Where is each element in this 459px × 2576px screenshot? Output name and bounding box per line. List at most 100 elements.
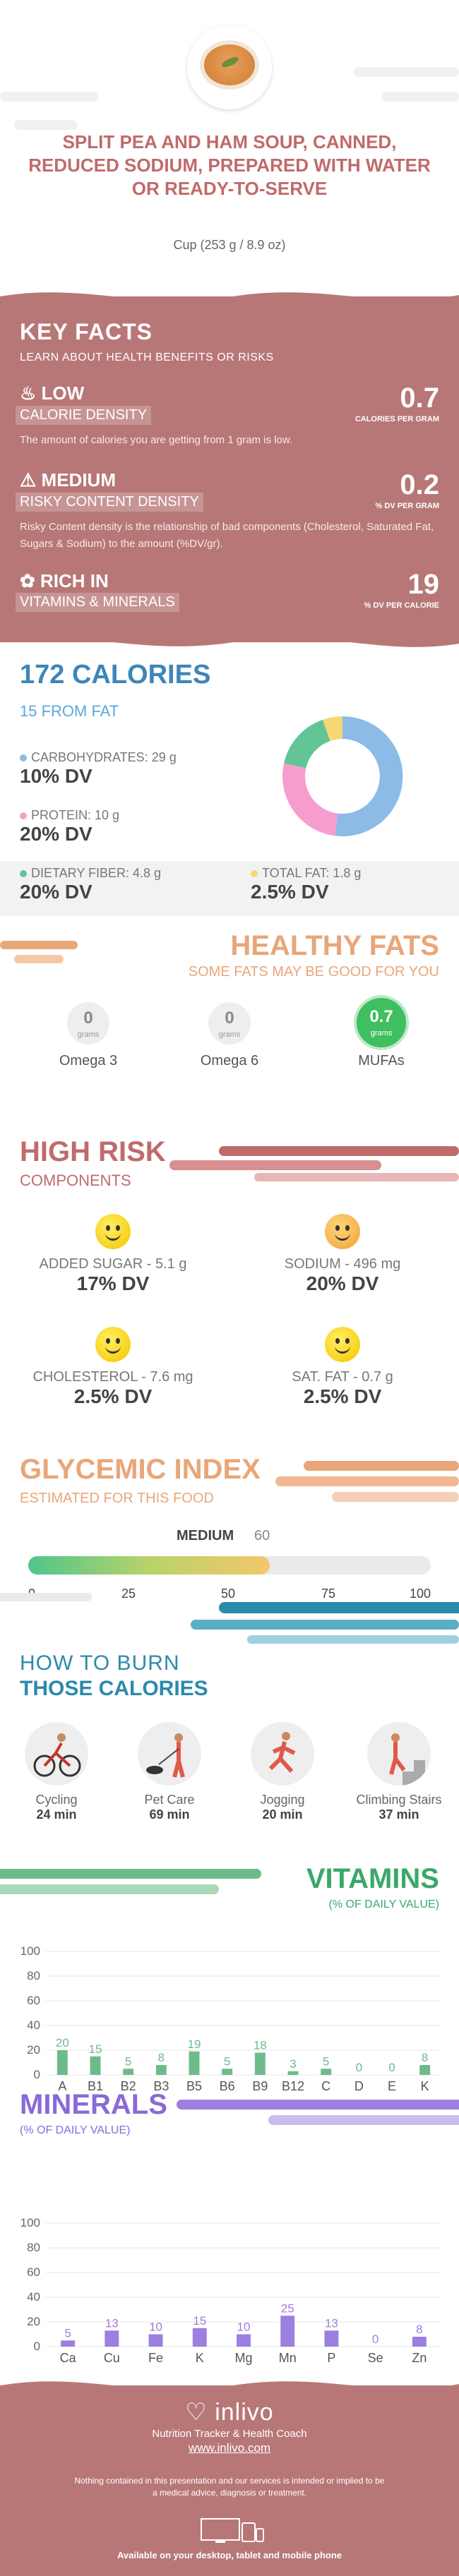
cholesterol-name: CHOLESTEROL - 7.6 mg [32,1369,193,1385]
smiley-icon [325,1327,360,1362]
calorie-density-unit: CALORIES PER GRAM [354,415,439,423]
protein-dv: 20% DV [20,823,93,845]
bar-K [419,2065,431,2075]
activity-name: Climbing Stairs [356,1793,442,1807]
bar-A [56,2050,68,2075]
x-tick-label: Se [368,2351,383,2365]
donut-protein [282,763,338,836]
fiber-dot [20,870,27,877]
glycemic-title: GLYCEMIC INDEX [20,1454,261,1485]
key-facts-section: KEY FACTS LEARN ABOUT HEALTH BENEFITS OR… [0,292,459,647]
minerals-subtitle: (% OF DAILY VALUE) [20,2124,131,2136]
calorie-density-label: CALORIE DENSITY [16,406,152,425]
activity-minutes: 69 min [149,1807,190,1822]
x-tick-label: K [421,2079,429,2093]
bar-value-label: 3 [290,2057,296,2071]
bar-value-label: 0 [356,2061,362,2074]
mufas-circle: 0.7 grams [354,995,409,1050]
x-tick-label: B2 [121,2079,136,2093]
bar-value-label: 19 [188,2038,201,2051]
y-tick-label: 60 [27,1994,40,2007]
website-link[interactable]: www.inlivo.com [188,2441,271,2455]
bar-B9 [254,2052,266,2075]
omega3-circle: 0 grams [67,1002,109,1045]
donut-fiber [284,719,330,769]
burn-title-2: THOSE CALORIES [20,1677,208,1700]
sodium-item: SODIUM - 496 mg 20% DV [237,1214,448,1295]
minerals-bar-chart: 0 20 40 60 80 100 5 Ca 13 Cu 10 Fe 15 K 10 Mg 25 Mn 13 P 0 Se… [20,2216,441,2365]
bar-value-label: 13 [325,2316,338,2330]
food-title: SPLIT PEA AND HAM SOUP, CANNED, REDUCED … [28,131,431,199]
glycemic-value: 60 [254,1528,270,1543]
bar-K [192,2328,207,2347]
vitamins-title: VITAMINS [306,1863,439,1894]
bar-value-label: 10 [149,2321,162,2334]
added-sugar-item: ADDED SUGAR - 5.1 g 17% DV [7,1214,219,1295]
header-section: SPLIT PEA AND HAM SOUP, CANNED, REDUCED … [0,0,459,279]
y-tick-label: 80 [27,2241,40,2254]
omega6-label: Omega 6 [200,1053,259,1069]
rich-in-level: ✿ RICH IN [20,570,109,591]
header-decoration [0,67,459,130]
omega3-item: 0 grams Omega 3 [39,1002,138,1069]
added-sugar-name: ADDED SUGAR - 5.1 g [39,1256,187,1272]
glycemic-level: MEDIUM [177,1528,234,1543]
high-risk-title: HIGH RISK [20,1136,166,1167]
calorie-density-level: ♨ LOW [20,383,85,404]
carbs-dv: 10% DV [20,765,93,787]
risky-density-value: 0.2 [400,469,439,500]
bar-value-label: 15 [89,2042,102,2056]
protein-item: PROTEIN: 10 g 20% DV [20,808,120,845]
gi-tick-25: 25 [121,1587,136,1601]
cycling-icon [25,1722,88,1786]
stairs-icon [367,1722,431,1786]
wave-divider [0,292,459,311]
x-tick-label: B12 [282,2079,304,2093]
bar-value-label: 8 [422,2051,428,2064]
omega3-label: Omega 3 [59,1053,118,1069]
bar-value-label: 15 [193,2314,206,2328]
minerals-title: MINERALS [20,2089,167,2120]
high-risk-subtitle: COMPONENTS [20,1172,131,1189]
x-tick-label: Cu [104,2351,120,2365]
burn-title-1: HOW TO BURN [20,1651,180,1675]
y-tick-label: 20 [27,2315,40,2328]
cholesterol-dv: 2.5% DV [73,1385,153,1407]
bar-Cu [105,2330,119,2347]
bar-B6 [222,2069,233,2075]
x-tick-label: B1 [88,2079,103,2093]
bar-Mg [237,2334,251,2347]
gi-tick-75: 75 [321,1587,336,1601]
warning-icon: ⚠ [20,469,37,490]
calories-from-fat: 15 FROM FAT [20,702,119,720]
bar-value-label: 0 [388,2061,395,2074]
jogging-icon [251,1722,314,1786]
calorie-density-desc: The amount of calories you are getting f… [20,434,293,446]
bar-value-label: 5 [323,2054,329,2068]
bar-value-label: 18 [254,2039,267,2052]
risky-density-label: RISKY CONTENT DENSITY [16,493,203,512]
tagline: Nutrition Tracker & Health Coach [152,2428,307,2440]
risky-density-desc: Risky Content density is the relationshi… [20,521,434,550]
burn-decoration [0,1593,459,1644]
fiber-item: DIETARY FIBER: 4.8 g 20% DV [20,866,162,903]
bar-Zn [412,2337,427,2347]
donut-carbs [335,716,403,836]
activity-minutes: 24 min [36,1807,77,1822]
activity-minutes: 20 min [262,1807,303,1822]
donut-fat [323,716,342,741]
mufas-item: 0.7 grams MUFAs [332,995,431,1069]
smiley-icon [95,1327,131,1362]
bar-value-label: 5 [64,2326,71,2340]
bar-value-label: 8 [158,2051,165,2064]
bar-value-label: 5 [224,2054,230,2068]
leaf-icon: ✿ [20,570,35,591]
y-tick-label: 60 [27,2265,40,2279]
bar-Ca [61,2340,76,2347]
rich-in-label: VITAMINS & MINERALS [16,593,179,612]
vitamins-decoration [0,1869,261,1894]
cholesterol-item: CHOLESTEROL - 7.6 mg 2.5% DV [7,1327,219,1408]
sodium-name: SODIUM - 496 mg [284,1256,401,1272]
added-sugar-dv: 17% DV [76,1272,150,1294]
y-tick-label: 40 [27,2290,40,2304]
